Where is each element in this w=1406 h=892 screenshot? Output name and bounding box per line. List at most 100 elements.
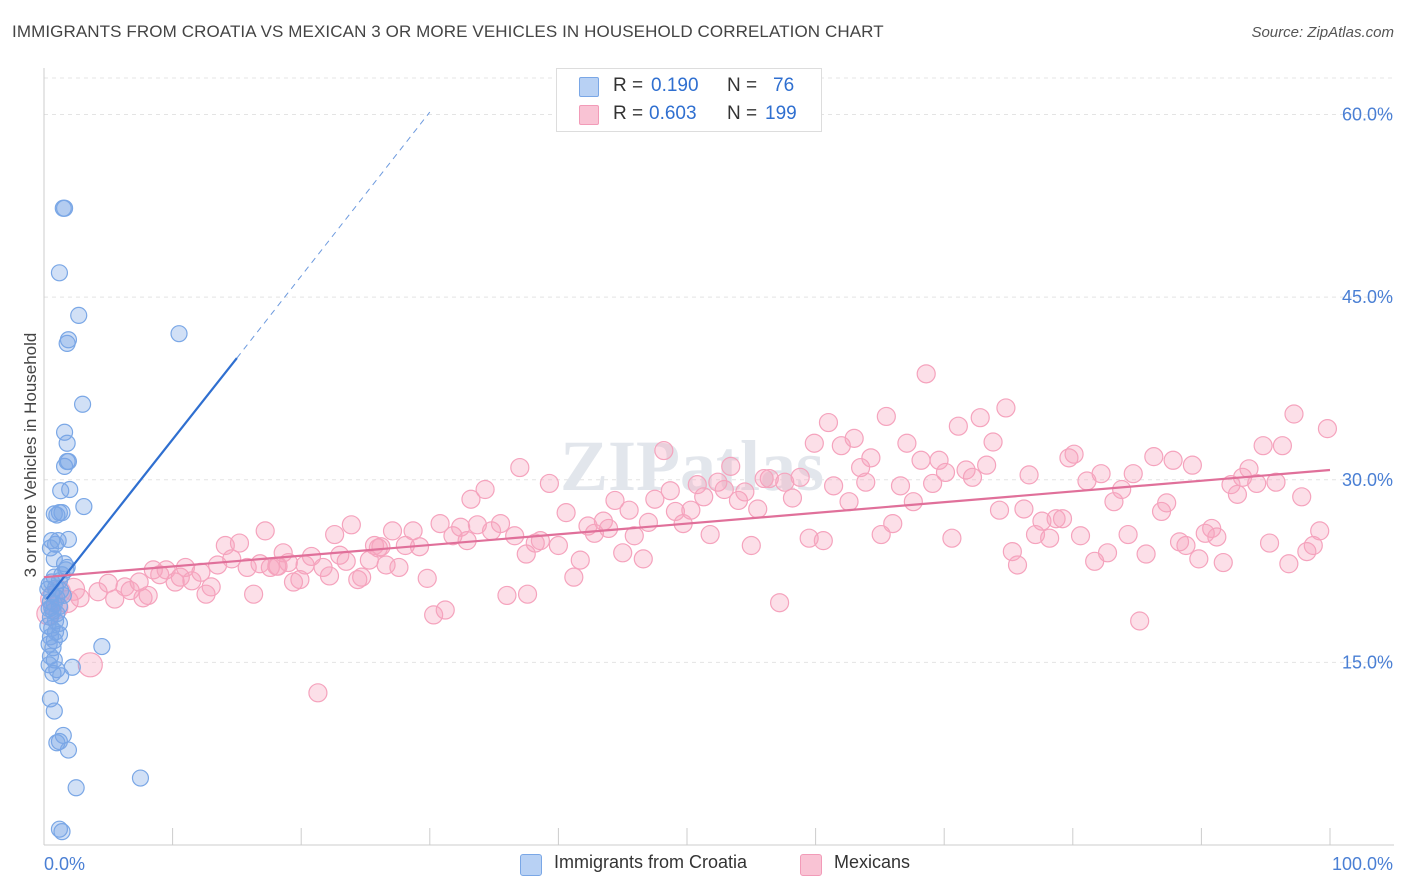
data-point-mexicans [1118, 524, 1138, 545]
data-point-mexicans [1163, 450, 1183, 470]
data-point-mexicans [824, 476, 844, 496]
data-point-mexicans [1189, 549, 1209, 569]
data-point-mexicans [1253, 436, 1273, 456]
data-point-mexicans [883, 513, 903, 534]
data-point-croatia [93, 637, 111, 656]
data-point-croatia [131, 769, 150, 787]
data-point-mexicans [1070, 526, 1091, 546]
data-point-mexicans [1007, 555, 1028, 575]
data-point-mexicans [851, 457, 871, 478]
data-point-mexicans [341, 515, 361, 535]
data-point-mexicans [1014, 499, 1034, 519]
legend-swatch-mexicans [579, 105, 599, 125]
legend-r-value: 0.603 [649, 103, 697, 124]
data-point-mexicans [759, 468, 779, 489]
legend-n-value: 76 [773, 75, 795, 96]
y-axis-label: 3 or more Vehicles in Household [21, 333, 40, 578]
data-point-mexicans [430, 513, 450, 534]
axes [43, 68, 1394, 846]
data-point-mexicans [539, 473, 559, 494]
data-point-croatia [75, 497, 93, 516]
data-point-mexicans [1144, 447, 1164, 467]
data-point-mexicans [1284, 404, 1304, 424]
data-point-mexicans [229, 533, 250, 553]
data-point-mexicans [505, 526, 525, 546]
bottom-legend-swatch-croatia [520, 854, 542, 876]
data-point-mexicans [1112, 479, 1132, 500]
data-point-mexicans [1182, 455, 1202, 475]
data-point-mexicans [510, 457, 530, 478]
data-point-croatia [53, 823, 71, 841]
data-point-mexicans [1266, 472, 1286, 492]
data-point-mexicans [1123, 464, 1143, 484]
data-point-croatia [55, 423, 74, 441]
data-point-mexicans [1213, 552, 1233, 573]
data-point-mexicans [1040, 528, 1060, 548]
data-point-mexicans [115, 577, 135, 597]
data-point-mexicans [1059, 448, 1079, 468]
data-point-croatia [45, 702, 63, 720]
data-point-mexicans [1176, 535, 1196, 556]
data-point-mexicans [170, 567, 190, 587]
data-point-mexicans [970, 408, 990, 428]
data-point-mexicans [804, 433, 824, 453]
data-point-mexicans [497, 585, 517, 606]
data-point-mexicans [782, 488, 803, 508]
data-point-mexicans [382, 521, 403, 541]
data-point-mexicans [876, 406, 896, 427]
data-point-mexicans [133, 588, 153, 608]
data-point-mexicans [916, 364, 936, 384]
x-tick-label: 0.0% [44, 854, 85, 874]
trend-line-croatia-extension [236, 111, 431, 359]
data-point-mexicans [775, 472, 795, 492]
data-point-mexicans [1052, 509, 1073, 529]
data-point-mexicans [598, 518, 619, 539]
data-point-mexicans [237, 557, 257, 578]
data-point-mexicans [911, 450, 931, 470]
data-point-mexicans [613, 543, 633, 563]
data-point-mexicans [1032, 511, 1052, 531]
data-point-mexicans [490, 513, 511, 534]
tick-labels: 15.0% 30.0% 45.0% 60.0% 0.0% 100.0% [44, 105, 1393, 874]
data-point-mexicans [1317, 419, 1338, 439]
data-point-mexicans [1259, 533, 1280, 553]
data-point-mexicans [897, 433, 917, 453]
data-point-mexicans [929, 450, 949, 470]
data-point-mexicans [638, 512, 659, 532]
data-point-mexicans [1279, 554, 1299, 574]
data-point-croatia [55, 199, 74, 217]
data-point-mexicans [244, 584, 264, 604]
data-point-mexicans [890, 476, 911, 496]
data-point-croatia [58, 434, 76, 452]
data-point-mexicans [1169, 532, 1190, 552]
data-point-mexicans [105, 589, 125, 609]
data-point-croatia [59, 452, 78, 471]
data-point-croatia [45, 651, 63, 669]
data-point-mexicans [564, 567, 584, 587]
data-point-mexicans [222, 549, 242, 569]
data-point-mexicans [352, 567, 372, 587]
data-point-croatia [61, 480, 79, 499]
data-point-croatia [48, 734, 66, 752]
bottom-legend-swatch-mexicans [800, 854, 822, 876]
data-point-croatia [50, 820, 69, 838]
data-point-mexicans [721, 456, 741, 476]
legend-row-croatia: R = 0.190 N = 76 [557, 73, 821, 99]
data-point-croatia [41, 539, 60, 557]
data-point-croatia [63, 658, 81, 676]
data-point-mexicans [754, 468, 774, 489]
data-point-mexicans [962, 467, 983, 487]
data-point-mexicans [129, 572, 149, 592]
data-point-mexicans [525, 533, 545, 553]
data-point-mexicans [308, 683, 328, 703]
data-point-mexicans [977, 455, 997, 475]
data-point-mexicans [1091, 464, 1111, 484]
data-point-mexicans [1064, 444, 1084, 464]
data-point-mexicans [267, 556, 287, 576]
data-point-mexicans [956, 460, 976, 480]
data-point-mexicans [389, 557, 409, 578]
data-point-mexicans [138, 585, 158, 606]
data-point-mexicans [735, 482, 755, 502]
data-point-mexicans [77, 652, 103, 678]
